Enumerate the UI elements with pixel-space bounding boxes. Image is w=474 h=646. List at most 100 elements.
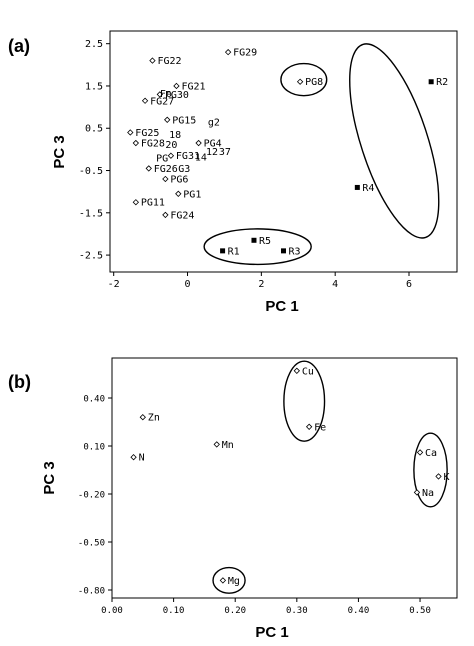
point-marker-square — [281, 248, 286, 254]
point-marker-diamond — [156, 91, 164, 98]
point-label: PG15 — [172, 115, 196, 126]
point-marker-diamond — [164, 116, 171, 123]
y-tick-label: 0.10 — [83, 443, 105, 453]
panel-a-plot-frame — [109, 30, 458, 273]
point-label: FG26 — [154, 164, 178, 175]
x-tick-label: 0.30 — [286, 606, 308, 616]
y-tick-label: 0.5 — [85, 124, 103, 135]
panel-b-ticks: 0.00 0.10 0.20 0.30 0.40 0.50 0.40 0.10 -0.20 -0.… — [78, 395, 431, 617]
point-annotation: 14 — [195, 152, 207, 163]
point-label: PG6 — [170, 174, 188, 185]
point-label: FG24 — [170, 210, 194, 221]
y-tick-label: -0.50 — [78, 539, 105, 549]
point-marker-diamond — [145, 165, 152, 172]
y-tick-label: -0.80 — [78, 587, 105, 597]
point-annotation: PG — [156, 153, 168, 164]
panel-b: (b) 0.00 0.10 0.20 0.30 0.40 0.50 0.40 0.10 -0.2… — [8, 357, 458, 641]
panel-a: (a) -2 0 2 4 6 2.5 1.5 0.5 -0.5 -1.5 -2.5 FG22 FG29… — [8, 30, 458, 315]
point-marker-diamond — [141, 97, 149, 104]
x-tick-label: -2 — [108, 279, 120, 290]
point-annotation: g2 — [208, 117, 220, 128]
y-tick-label: -0.5 — [79, 166, 103, 177]
point-label: Na — [422, 488, 434, 499]
point-marker-square — [428, 79, 434, 85]
point-marker-diamond — [305, 423, 313, 430]
point-label: PG8 — [305, 77, 323, 88]
point-annotation: 20 — [165, 140, 177, 151]
point-label: FG21 — [181, 81, 205, 92]
panel-a-group-ellipses — [203, 43, 440, 266]
point-marker-diamond — [293, 367, 300, 374]
point-marker-diamond — [162, 175, 169, 183]
y-tick-label: 0.40 — [83, 395, 105, 405]
point-label: R4 — [362, 183, 374, 194]
point-label: PG4 — [204, 139, 222, 150]
point-label: Zn — [148, 413, 160, 424]
point-marker-diamond — [149, 57, 156, 64]
point-label: Ca — [425, 448, 437, 459]
panel-a-ticks: -2 0 2 4 6 2.5 1.5 0.5 -0.5 -1.5 -2.5 — [79, 39, 412, 290]
y-tick-label: -2.5 — [79, 251, 103, 262]
panel-a-x-axis-title: PC 1 — [265, 298, 298, 315]
group-ellipse — [212, 566, 246, 594]
point-marker-square — [251, 237, 257, 243]
x-tick-label: 6 — [406, 279, 412, 290]
point-label: R2 — [436, 77, 448, 88]
panel-b-points: Cu Fe Zn Mn N Ca K Na Mg — [130, 366, 450, 587]
point-annotation: 37 — [219, 147, 231, 158]
panel-b-group-ellipses — [212, 360, 448, 594]
panel-b-plot-frame — [111, 357, 458, 599]
y-tick-label: -1.5 — [79, 208, 103, 219]
point-marker-diamond — [132, 199, 140, 206]
point-marker-diamond — [173, 82, 180, 90]
point-label: Mg — [228, 576, 240, 587]
point-label: N — [139, 453, 145, 464]
x-tick-label: 2 — [258, 279, 264, 290]
group-ellipse — [349, 43, 440, 239]
group-ellipse — [413, 432, 448, 508]
point-marker-diamond — [435, 473, 442, 480]
point-marker-diamond — [175, 190, 182, 197]
x-tick-label: 0.10 — [163, 606, 185, 616]
group-ellipse — [203, 228, 312, 266]
point-label: Cu — [302, 366, 314, 377]
panel-a-y-axis-title: PC 3 — [51, 135, 68, 168]
point-marker-diamond — [132, 139, 140, 147]
point-label: R5 — [259, 236, 271, 247]
point-marker-diamond — [162, 211, 169, 219]
point-marker-square — [354, 184, 360, 190]
point-marker-diamond — [413, 489, 421, 496]
point-marker-diamond — [130, 454, 137, 461]
x-tick-label: 4 — [332, 279, 338, 290]
y-tick-label: 2.5 — [85, 39, 103, 50]
point-annotation: Fo — [160, 89, 172, 100]
x-tick-label: 0.50 — [409, 606, 431, 616]
point-marker-diamond — [416, 449, 424, 456]
point-marker-diamond — [213, 441, 220, 448]
point-annotation: G3 — [178, 164, 190, 175]
point-label: PG11 — [141, 198, 165, 209]
point-marker-diamond — [296, 78, 304, 85]
point-label: FG27 — [150, 96, 174, 107]
point-label: Fe — [314, 422, 326, 433]
x-tick-label: 0.00 — [101, 606, 123, 616]
point-label: R3 — [289, 246, 301, 257]
point-marker-diamond — [195, 139, 202, 147]
x-tick-label: 0.20 — [224, 606, 246, 616]
point-label: FG25 — [135, 128, 159, 139]
point-label: PG1 — [183, 189, 201, 200]
point-marker-diamond — [167, 152, 175, 159]
point-marker-diamond — [139, 414, 146, 421]
x-tick-label: 0.40 — [348, 606, 370, 616]
point-marker-diamond — [224, 48, 232, 56]
point-label: K — [444, 472, 450, 483]
point-annotation: 12 — [206, 147, 218, 158]
point-label: FG31 — [176, 151, 200, 162]
y-tick-label: -0.20 — [78, 491, 105, 501]
point-label: R1 — [228, 246, 240, 257]
point-label: FG22 — [157, 56, 181, 67]
group-ellipse — [280, 62, 328, 97]
panel-a-label: (a) — [8, 36, 30, 56]
point-marker-square — [220, 248, 226, 254]
